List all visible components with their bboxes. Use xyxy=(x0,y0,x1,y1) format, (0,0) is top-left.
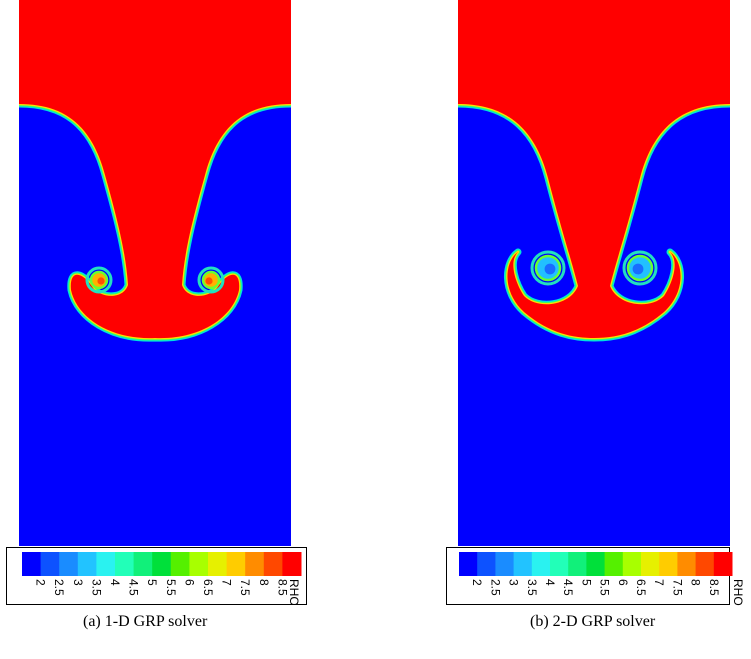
vortex-center xyxy=(632,263,644,275)
colorbar-a: 2 2.5 3 3.5 4 4.5 5 5.5 6 6.5 7 7.5 8 8.5 RHO xyxy=(6,547,307,606)
colorbar-swatch xyxy=(226,552,246,576)
colorbar-swatch xyxy=(495,552,515,576)
density-plot-a xyxy=(19,0,291,546)
colorbar-tick-label: 8 xyxy=(689,579,703,586)
colorbar-tick-label: 8.5 xyxy=(707,579,721,596)
vortex-outer-ring xyxy=(530,250,566,286)
colorbar-tick-label: 3 xyxy=(507,579,521,586)
colorbar-tick-label: 6 xyxy=(616,579,630,586)
colorbar-tick-label: 6.5 xyxy=(634,579,648,596)
colorbar-tick-label: 4.5 xyxy=(561,579,575,596)
panel-b xyxy=(458,0,730,546)
colorbar-swatch xyxy=(115,552,135,576)
density-plot-b xyxy=(458,0,730,546)
colorbar-tick-label: 5 xyxy=(579,579,593,586)
colorbar-tick-label: 7.5 xyxy=(238,579,252,596)
colorbar-tick-label: 7 xyxy=(220,579,234,586)
colorbar-tick-label: 2.5 xyxy=(488,579,502,596)
colorbar-b: 2 2.5 3 3.5 4 4.5 5 5.5 6 6.5 7 7.5 8 8.5 RHO xyxy=(446,547,745,606)
colorbar-tick-label: 3 xyxy=(71,579,85,586)
colorbar-tick-label: 6.5 xyxy=(201,579,215,596)
colorbar-swatch xyxy=(677,552,697,576)
colorbar-swatch xyxy=(568,552,587,576)
colorbar-b-svg: 2 2.5 3 3.5 4 4.5 5 5.5 6 6.5 7 7.5 8 8.5 RHO xyxy=(459,552,745,606)
colorbar-swatch xyxy=(40,552,60,576)
colorbar-tick-label: 4 xyxy=(543,579,557,586)
colorbar-tick-label: 5.5 xyxy=(598,579,612,596)
colorbar-swatch xyxy=(133,552,153,576)
colorbar-tick-label: 7.5 xyxy=(670,579,684,596)
vortex-center xyxy=(544,263,556,275)
colorbar-swatch xyxy=(531,552,551,576)
colorbar-swatch xyxy=(586,552,606,576)
interface-inner-band xyxy=(458,0,730,340)
colorbar-swatch xyxy=(59,552,79,576)
colorbar-tick-label: 3.5 xyxy=(525,579,539,596)
colorbar-swatch xyxy=(459,552,478,576)
vortex-center xyxy=(205,277,213,285)
heavy-fluid-region xyxy=(458,0,730,338)
colorbar-swatch xyxy=(96,552,116,576)
colorbar-tick-label: 5 xyxy=(145,579,159,586)
colorbar-swatch xyxy=(152,552,172,576)
colorbar-tick-label: 2 xyxy=(470,579,484,586)
vortex-outer-ring xyxy=(85,266,113,294)
colorbar-swatch xyxy=(622,552,642,576)
colorbar-swatch xyxy=(263,552,283,576)
colorbar-swatch xyxy=(208,552,228,576)
colorbar-swatch xyxy=(659,552,678,576)
colorbar-swatch xyxy=(604,552,624,576)
colorbar-swatch xyxy=(245,552,265,576)
colorbar-tick-label: 4 xyxy=(108,579,122,586)
colorbar-tick-label: 5.5 xyxy=(164,579,178,596)
colorbar-label: RHO xyxy=(731,579,745,606)
heavy-fluid-region xyxy=(19,0,291,339)
colorbar-tick-label: 7 xyxy=(652,579,666,586)
vortex-center xyxy=(97,277,105,285)
colorbar-swatch xyxy=(77,552,97,576)
panel-a xyxy=(19,0,291,546)
caption-b: (b) 2-D GRP solver xyxy=(530,613,656,630)
colorbar-swatch xyxy=(513,552,533,576)
colorbar-swatch xyxy=(170,552,190,576)
colorbar-swatch xyxy=(477,552,496,576)
colorbar-label: RHO xyxy=(287,579,301,604)
colorbar-swatch xyxy=(641,552,660,576)
vortex-outer-ring xyxy=(197,266,225,294)
colorbar-tick-label: 8 xyxy=(257,579,271,586)
colorbar-swatch xyxy=(550,552,569,576)
colorbar-tick-label: 6 xyxy=(182,579,196,586)
colorbar-tick-label: 8.5 xyxy=(275,579,289,596)
colorbar-tick-label: 2 xyxy=(34,579,48,586)
colorbar-swatch xyxy=(713,552,733,576)
colorbar-tick-label: 4.5 xyxy=(127,579,141,596)
colorbar-swatch xyxy=(282,552,302,576)
colorbar-swatch xyxy=(22,552,42,576)
colorbar-tick-label: 2.5 xyxy=(52,579,66,596)
vortex-outer-ring xyxy=(622,250,658,286)
caption-a: (a) 1-D GRP solver xyxy=(83,613,208,630)
colorbar-swatch xyxy=(695,552,715,576)
colorbar-tick-label: 3.5 xyxy=(89,579,103,596)
colorbar-swatch xyxy=(189,552,209,576)
